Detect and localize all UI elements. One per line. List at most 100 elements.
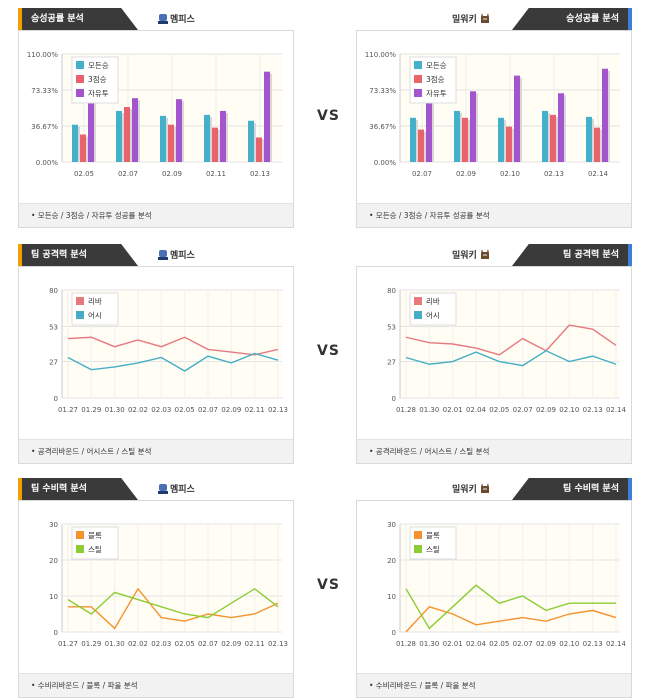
y-tick-label: 20 xyxy=(387,557,396,565)
bar-0 xyxy=(410,117,416,162)
team-name-label: 밀워키 xyxy=(452,15,477,25)
panel-title: 팀 수비력 분석 xyxy=(512,478,632,500)
x-tick-label: 02.10 xyxy=(500,170,520,178)
chart-caption: • 수비리바운드 / 블록 / 파울 분석 xyxy=(357,673,631,697)
x-tick-label: 02.03 xyxy=(151,406,171,414)
y-tick-label: 27 xyxy=(49,359,58,367)
series-line-1 xyxy=(67,587,279,619)
bar-0 xyxy=(542,110,548,162)
bar-1 xyxy=(124,107,130,162)
x-tick-label: 02.07 xyxy=(118,170,138,178)
chart-area: 0 10 20 30 01.28 01.30 02.01 02.04 02.05 02.07 02.… xyxy=(358,502,630,672)
bar-2 xyxy=(470,91,476,162)
chart-area: 0 27 53 80 01.27 01.29 01.30 02.02 02.03 02.05 02.… xyxy=(20,268,292,438)
legend-swatch xyxy=(76,297,84,305)
x-tick-label: 01.27 xyxy=(58,640,78,648)
x-tick-label: 01.29 xyxy=(81,640,101,648)
x-tick-label: 02.02 xyxy=(128,640,148,648)
y-tick-label: 20 xyxy=(49,557,58,565)
x-tick-label: 01.30 xyxy=(105,640,125,648)
bar-0 xyxy=(160,115,166,162)
legend-swatch xyxy=(414,89,422,97)
y-tick-label: 30 xyxy=(49,521,58,529)
bucks-logo-icon xyxy=(480,13,489,24)
series-line-0 xyxy=(405,606,617,633)
panel-title: 승성공률 분석 xyxy=(18,8,138,30)
chart-box: 0.00% 36.67% 73.33% 110.00% 02.05 02.07 02.09 0… xyxy=(18,30,294,228)
y-tick-label: 73.33% xyxy=(31,87,58,95)
team-name-label: 멤피스 xyxy=(170,485,195,495)
x-tick-label: 02.07 xyxy=(513,406,533,414)
legend-label: 어시 xyxy=(426,310,440,320)
bar-2 xyxy=(558,93,564,162)
bar-1 xyxy=(506,126,512,162)
legend-label: 3점승 xyxy=(88,74,107,84)
legend-label: 3점승 xyxy=(426,74,445,84)
y-tick-label: 36.67% xyxy=(31,123,58,131)
team-name-label: 밀워키 xyxy=(452,251,477,261)
team-name-label: 멤피스 xyxy=(170,15,195,25)
x-tick-label: 02.09 xyxy=(162,170,182,178)
legend-swatch xyxy=(414,545,422,553)
chart-caption: • 공격리바운드 / 어시스트 / 스틸 분석 xyxy=(357,439,631,463)
legend-label: 모든승 xyxy=(88,61,109,70)
legend-swatch xyxy=(414,311,422,319)
legend-swatch xyxy=(76,89,84,97)
y-tick-label: 10 xyxy=(49,593,58,601)
bar-2 xyxy=(132,98,138,162)
x-tick-label: 02.10 xyxy=(559,406,579,414)
team-name: 멤피스 xyxy=(158,482,195,495)
legend-swatch xyxy=(414,61,422,69)
x-tick-label: 02.11 xyxy=(245,406,265,414)
bar-0 xyxy=(498,117,504,162)
bar-2 xyxy=(264,71,270,162)
y-tick-label: 73.33% xyxy=(369,87,396,95)
panel-title: 승성공률 분석 xyxy=(512,8,632,30)
x-tick-label: 02.05 xyxy=(175,640,195,648)
series-line-0 xyxy=(68,587,279,630)
x-tick-label: 02.13 xyxy=(268,640,288,648)
bucks-logo-icon xyxy=(480,483,489,494)
chart-box: 0 27 53 80 01.27 01.29 01.30 02.02 02.03 02.05 02.… xyxy=(18,266,294,464)
bar-1 xyxy=(594,127,600,162)
x-tick-label: 02.07 xyxy=(513,640,533,648)
panel-6: 팀 수비력 분석 밀워키 0 10 20 30 01.28 01.30 02.01 02.04 02… xyxy=(356,478,632,698)
legend-swatch xyxy=(414,75,422,83)
chart-area: 0 27 53 80 01.28 01.30 02.01 02.04 02.05 02.07 02.… xyxy=(358,268,630,438)
legend-label: 스틸 xyxy=(426,545,440,554)
x-tick-label: 01.28 xyxy=(396,406,416,414)
x-tick-label: 02.13 xyxy=(250,170,270,178)
bar-1 xyxy=(168,124,174,162)
x-tick-label: 02.11 xyxy=(206,170,226,178)
x-tick-label: 02.14 xyxy=(588,170,609,178)
vs-label: VS xyxy=(317,108,340,124)
grizzlies-logo-icon xyxy=(158,249,168,260)
y-tick-label: 110.00% xyxy=(365,51,396,59)
series-line-0 xyxy=(405,324,617,356)
y-tick-label: 36.67% xyxy=(369,123,396,131)
y-tick-label: 27 xyxy=(387,359,396,367)
y-tick-label: 30 xyxy=(387,521,396,529)
legend-swatch xyxy=(76,531,84,539)
x-tick-label: 02.04 xyxy=(466,640,487,648)
bar-0 xyxy=(204,114,210,162)
bar-1 xyxy=(550,114,556,162)
chart-box: 0 10 20 30 01.28 01.30 02.01 02.04 02.05 02.07 02.… xyxy=(356,500,632,698)
x-tick-label: 02.14 xyxy=(606,406,627,414)
y-tick-label: 10 xyxy=(387,593,396,601)
grizzlies-logo-icon xyxy=(158,483,168,494)
y-tick-label: 0.00% xyxy=(36,159,59,167)
y-tick-label: 53 xyxy=(387,323,396,331)
x-tick-label: 02.07 xyxy=(198,406,218,414)
chart-caption: • 모든승 / 3점승 / 자유투 성공률 분석 xyxy=(19,203,293,227)
team-name: 멤피스 xyxy=(158,12,195,25)
legend-swatch xyxy=(76,61,84,69)
panel-2: 승성공률 분석 밀워키 0.00% 36.67% 73.33% 110.00% 02.07 0… xyxy=(356,8,632,228)
y-tick-label: 0.00% xyxy=(374,159,397,167)
legend-label: 블록 xyxy=(426,531,440,540)
y-tick-label: 0 xyxy=(392,395,396,403)
panel-5: 팀 수비력 분석 멤피스 0 10 20 30 01.27 01.29 01.30 02.02 02… xyxy=(18,478,294,698)
bar-0 xyxy=(454,110,460,162)
bar-2 xyxy=(220,110,226,162)
